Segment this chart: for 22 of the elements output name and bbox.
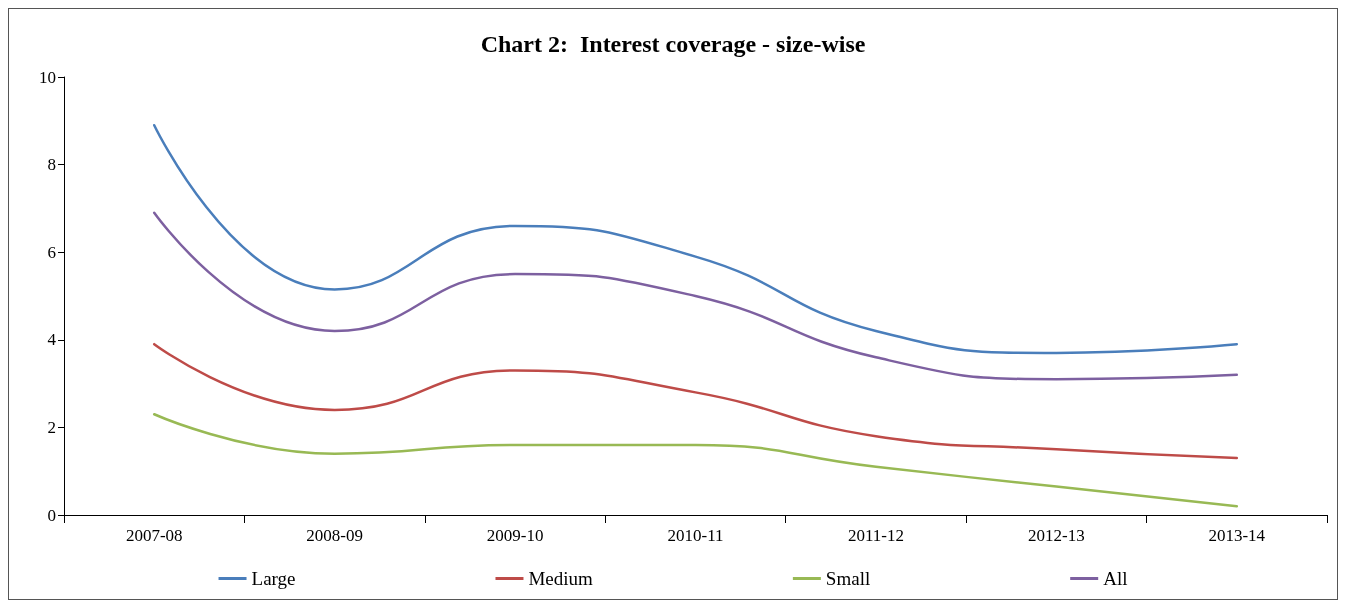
chart-title: Chart 2: Interest coverage - size-wise <box>480 31 866 57</box>
x-tick-label: 2011-12 <box>847 526 904 545</box>
y-tick-label: 4 <box>47 330 57 350</box>
y-tick-label: 0 <box>47 505 56 525</box>
x-tick-label: 2010-11 <box>667 526 724 545</box>
x-tick-label: 2012-13 <box>1028 526 1085 545</box>
line-series <box>152 413 1239 508</box>
legend-label: Medium <box>528 568 594 589</box>
legend-label: All <box>1103 568 1128 589</box>
y-tick-label: 8 <box>47 155 56 175</box>
x-tick-label: 2009-10 <box>486 526 544 545</box>
line-series <box>152 211 1239 381</box>
line-series <box>152 123 1239 355</box>
legend-label: Large <box>251 568 296 589</box>
x-tick-label: 2007-08 <box>125 526 183 545</box>
x-tick-label: 2008-09 <box>306 526 363 545</box>
line-series <box>152 342 1239 460</box>
x-tick-label: 2013-14 <box>1208 526 1266 545</box>
y-tick-label: 6 <box>47 242 56 262</box>
y-tick-label: 10 <box>39 67 56 87</box>
y-tick-label: 2 <box>47 417 56 437</box>
legend-label: Small <box>825 568 871 589</box>
